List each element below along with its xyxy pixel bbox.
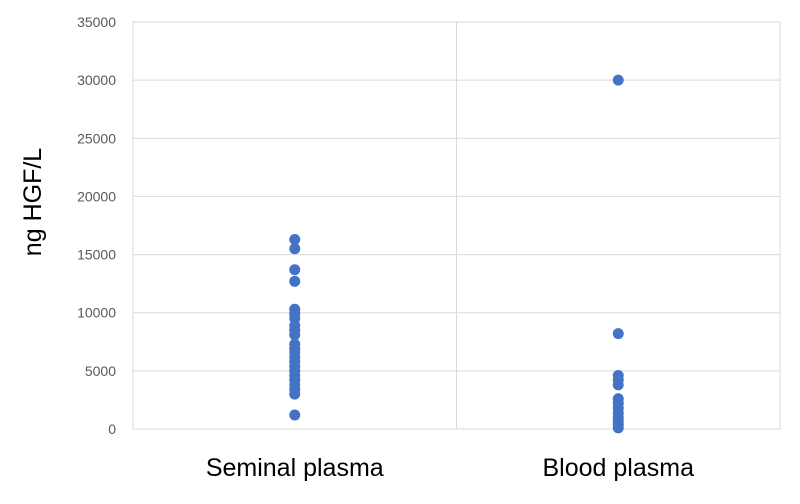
data-point [612,74,624,86]
data-points [289,74,624,434]
data-point [289,243,301,255]
data-point [612,422,624,434]
y-tick-label: 35000 [77,14,116,30]
data-point [612,328,624,340]
data-point [289,329,301,341]
y-axis-title: ng HGF/L [19,148,47,256]
y-tick-label: 0 [108,421,116,437]
y-tick-label: 10000 [77,305,116,321]
data-point [289,388,301,400]
x-category-label: Seminal plasma [206,454,384,482]
data-point [289,264,301,276]
y-tick-label: 15000 [77,247,116,263]
y-tick-label: 25000 [77,130,116,146]
y-tick-label: 5000 [85,363,116,379]
x-axis-categories: Seminal plasma Blood plasma [206,454,694,482]
data-point [289,275,301,287]
data-point [289,233,301,245]
y-tick-label: 20000 [77,188,116,204]
y-axis-ticks: 0 5000 10000 15000 20000 25000 30000 35000 [77,14,116,437]
data-point [289,409,301,421]
data-point [612,379,624,391]
y-tick-label: 30000 [77,72,116,88]
x-category-label: Blood plasma [543,454,695,482]
